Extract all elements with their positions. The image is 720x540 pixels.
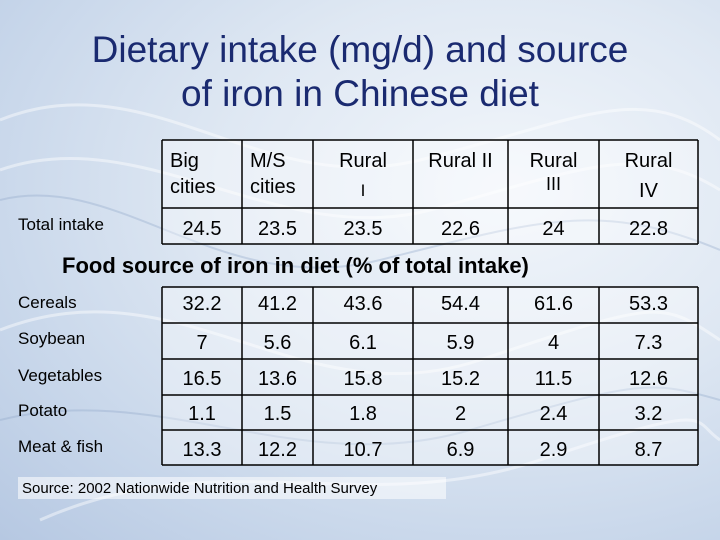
table-cell: 41.2 xyxy=(258,293,297,315)
food-row-label: Soybean xyxy=(18,329,86,348)
header-big-cities-line1: Big xyxy=(170,150,199,172)
total-intake-cell: 24 xyxy=(542,218,565,240)
table-cell: 53.3 xyxy=(629,293,668,315)
header-rural-2-line1: Rural II xyxy=(428,150,493,172)
table-cell: 6.9 xyxy=(446,439,475,461)
table-cell: 12.2 xyxy=(258,439,297,461)
section-heading: Food source of iron in diet (% of total … xyxy=(62,253,529,278)
table-cell: 16.5 xyxy=(182,368,222,390)
food-row-label: Potato xyxy=(18,401,68,420)
source-note: Source: 2002 Nationwide Nutrition and He… xyxy=(22,480,378,497)
table-cell: 43.6 xyxy=(343,293,383,315)
header-rural-1-line2: I xyxy=(360,181,366,200)
table-cell: 5.6 xyxy=(263,332,292,354)
header-rural-2: Rural II xyxy=(413,148,508,174)
header-ms-cities-line1: M/S xyxy=(250,150,286,172)
total-intake-cell: 24.5 xyxy=(182,218,222,240)
total-intake-cell: 23.5 xyxy=(343,218,383,240)
header-rural-1: Rural I xyxy=(313,148,413,204)
table-cell: 54.4 xyxy=(441,293,480,315)
table-cell: 13.3 xyxy=(182,439,222,461)
source-note-box xyxy=(18,477,446,499)
table-cell: 4 xyxy=(547,332,560,354)
table-cell: 11.5 xyxy=(534,368,573,390)
table-top-background xyxy=(162,140,698,244)
table-cell: 10.7 xyxy=(343,439,383,461)
header-ms-cities: M/S cities xyxy=(250,148,296,200)
table-cell: 61.6 xyxy=(534,293,573,315)
table-cell: 12.6 xyxy=(629,368,668,390)
table-cell: 15.8 xyxy=(343,368,383,390)
slide-title: Dietary intake (mg/d) and source of iron… xyxy=(0,28,720,116)
table-cell: 7 xyxy=(196,332,208,354)
food-row-label: Vegetables xyxy=(18,366,103,385)
header-rural-3-line1: Rural xyxy=(529,150,578,172)
food-row-label: Cereals xyxy=(18,293,77,312)
table-cell: 1.1 xyxy=(188,403,216,425)
header-big-cities: Big cities xyxy=(170,148,216,200)
header-rural-4-line2: IV xyxy=(639,180,658,202)
table-cell: 5.9 xyxy=(446,332,475,354)
table-cell: 2.4 xyxy=(539,403,568,425)
table-cell: 8.7 xyxy=(634,439,663,461)
header-big-cities-line2: cities xyxy=(170,176,216,198)
header-rural-4: Rural IV xyxy=(599,148,698,204)
table-cell: 2.9 xyxy=(539,439,568,461)
header-rural-4-line1: Rural xyxy=(624,150,673,172)
title-line-1: Dietary intake (mg/d) and source xyxy=(91,29,629,70)
header-rural-3-line2: III xyxy=(545,174,561,194)
table-cell: 1.8 xyxy=(349,403,377,425)
table-cell: 3.2 xyxy=(634,403,663,425)
table-cell: 7.3 xyxy=(634,332,663,354)
total-intake-cell: 22.8 xyxy=(629,218,668,240)
header-rural-1-line1: Rural xyxy=(339,150,387,172)
total-intake-label: Total intake xyxy=(18,215,104,234)
food-row-label: Meat & fish xyxy=(18,437,104,456)
table-cell: 2 xyxy=(454,403,467,425)
table-cell: 15.2 xyxy=(441,368,480,390)
table-cell: 32.2 xyxy=(182,293,222,315)
table-bottom-background xyxy=(162,287,698,465)
table-cell: 1.5 xyxy=(263,403,292,425)
header-rural-3: Rural III xyxy=(508,148,599,194)
table-cell: 13.6 xyxy=(258,368,297,390)
title-line-2: of iron in Chinese diet xyxy=(181,73,539,114)
header-ms-cities-line2: cities xyxy=(250,176,296,198)
total-intake-cell: 23.5 xyxy=(258,218,297,240)
total-intake-cell: 22.6 xyxy=(441,218,480,240)
table-cell: 6.1 xyxy=(349,332,377,354)
